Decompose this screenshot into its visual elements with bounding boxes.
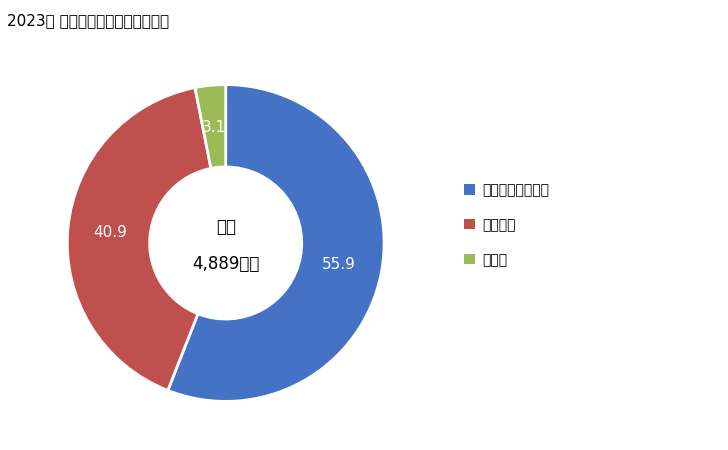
Wedge shape [167, 85, 384, 401]
Text: 2023年 輸入相手国のシェア（％）: 2023年 輸入相手国のシェア（％） [7, 14, 170, 28]
Text: 3.1: 3.1 [202, 121, 226, 135]
Legend: アラブ首長国連邦, フランス, ドイツ: アラブ首長国連邦, フランス, ドイツ [459, 178, 555, 272]
Text: 40.9: 40.9 [94, 225, 127, 240]
Wedge shape [67, 88, 211, 391]
Text: 55.9: 55.9 [323, 257, 356, 272]
Text: 総額: 総額 [215, 218, 236, 236]
Wedge shape [195, 85, 226, 168]
Text: 4,889万円: 4,889万円 [192, 255, 259, 273]
